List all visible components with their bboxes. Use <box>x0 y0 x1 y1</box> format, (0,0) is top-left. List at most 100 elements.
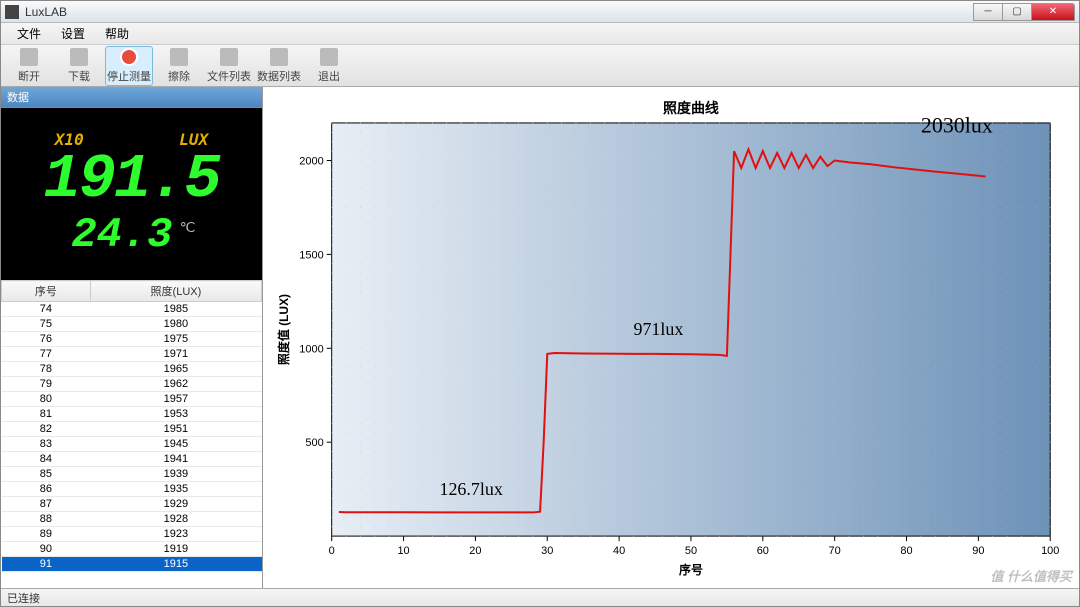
cell-index: 87 <box>2 497 91 512</box>
cell-lux: 1985 <box>90 302 261 317</box>
table-row[interactable]: 811953 <box>2 407 262 422</box>
svg-text:70: 70 <box>829 545 841 557</box>
svg-text:500: 500 <box>305 437 323 449</box>
menu-settings[interactable]: 设置 <box>51 23 95 44</box>
col-index[interactable]: 序号 <box>2 281 91 302</box>
file-list-icon <box>220 48 238 66</box>
cell-index: 77 <box>2 347 91 362</box>
cell-lux: 1953 <box>90 407 261 422</box>
cell-lux: 1935 <box>90 482 261 497</box>
table-row[interactable]: 871929 <box>2 497 262 512</box>
col-lux[interactable]: 照度(LUX) <box>90 281 261 302</box>
svg-text:30: 30 <box>541 545 553 557</box>
disconnect-button[interactable]: 断开 <box>5 46 53 86</box>
table-row[interactable]: 851939 <box>2 467 262 482</box>
cell-index: 91 <box>2 557 91 572</box>
cell-lux: 1975 <box>90 332 261 347</box>
cell-lux: 1919 <box>90 542 261 557</box>
svg-text:照度值 (LUX): 照度值 (LUX) <box>276 294 291 365</box>
lcd-lux-value: 191.5 <box>43 149 219 211</box>
menubar: 文件 设置 帮助 <box>1 23 1079 45</box>
table-row[interactable]: 821951 <box>2 422 262 437</box>
status-text: 已连接 <box>7 590 40 606</box>
cell-index: 79 <box>2 377 91 392</box>
svg-text:126.7lux: 126.7lux <box>439 479 502 499</box>
cell-lux: 1915 <box>90 557 261 572</box>
svg-text:2030lux: 2030lux <box>921 112 993 137</box>
erase-button[interactable]: 擦除 <box>155 46 203 86</box>
table-row[interactable]: 881928 <box>2 512 262 527</box>
cell-index: 83 <box>2 437 91 452</box>
close-button[interactable]: ✕ <box>1031 3 1075 21</box>
panel-header: 数据 <box>1 87 262 108</box>
exit-button[interactable]: 退出 <box>305 46 353 86</box>
toolbar: 断开 下载 停止测量 擦除 文件列表 数据列表 退出 <box>1 45 1079 87</box>
cell-lux: 1923 <box>90 527 261 542</box>
cell-lux: 1941 <box>90 452 261 467</box>
svg-text:60: 60 <box>757 545 769 557</box>
table-row[interactable]: 861935 <box>2 482 262 497</box>
svg-text:20: 20 <box>469 545 481 557</box>
table-row[interactable]: 771971 <box>2 347 262 362</box>
eraser-icon <box>170 48 188 66</box>
content-area: 数据 X10 LUX 191.5 24.3 ℃ 序号 照度(LUX) <box>1 87 1079 588</box>
minimize-button[interactable]: ─ <box>973 3 1003 21</box>
download-icon <box>70 48 88 66</box>
lcd-temp-unit: ℃ <box>180 219 196 235</box>
cell-index: 76 <box>2 332 91 347</box>
table-row[interactable]: 761975 <box>2 332 262 347</box>
titlebar[interactable]: LuxLAB ─ ▢ ✕ <box>1 1 1079 23</box>
cell-index: 90 <box>2 542 91 557</box>
table-row[interactable]: 911915 <box>2 557 262 572</box>
stop-measure-button[interactable]: 停止测量 <box>105 46 153 86</box>
table-row[interactable]: 801957 <box>2 392 262 407</box>
cell-index: 74 <box>2 302 91 317</box>
svg-text:0: 0 <box>329 545 335 557</box>
data-panel: 数据 X10 LUX 191.5 24.3 ℃ 序号 照度(LUX) <box>1 87 263 588</box>
menu-file[interactable]: 文件 <box>7 23 51 44</box>
statusbar: 已连接 <box>1 588 1079 606</box>
table-row[interactable]: 791962 <box>2 377 262 392</box>
cell-lux: 1957 <box>90 392 261 407</box>
exit-icon <box>320 48 338 66</box>
plug-icon <box>20 48 38 66</box>
cell-index: 75 <box>2 317 91 332</box>
cell-lux: 1962 <box>90 377 261 392</box>
window-controls: ─ ▢ ✕ <box>974 3 1075 21</box>
cell-lux: 1965 <box>90 362 261 377</box>
svg-text:80: 80 <box>900 545 912 557</box>
lcd-display: X10 LUX 191.5 24.3 ℃ <box>1 108 262 280</box>
table-row[interactable]: 901919 <box>2 542 262 557</box>
lifebuoy-icon <box>120 48 138 66</box>
table-row[interactable]: 741985 <box>2 302 262 317</box>
maximize-button[interactable]: ▢ <box>1002 3 1032 21</box>
cell-lux: 1928 <box>90 512 261 527</box>
app-window: LuxLAB ─ ▢ ✕ 文件 设置 帮助 断开 下载 停止测量 擦除 文件列表… <box>0 0 1080 607</box>
cell-lux: 1945 <box>90 437 261 452</box>
table-row[interactable]: 841941 <box>2 452 262 467</box>
svg-text:2000: 2000 <box>299 155 323 167</box>
download-button[interactable]: 下载 <box>55 46 103 86</box>
table-row[interactable]: 891923 <box>2 527 262 542</box>
cell-index: 84 <box>2 452 91 467</box>
svg-text:90: 90 <box>972 545 984 557</box>
cell-lux: 1980 <box>90 317 261 332</box>
menu-help[interactable]: 帮助 <box>95 23 139 44</box>
svg-text:50: 50 <box>685 545 697 557</box>
cell-index: 78 <box>2 362 91 377</box>
file-list-button[interactable]: 文件列表 <box>205 46 253 86</box>
cell-index: 82 <box>2 422 91 437</box>
cell-lux: 1971 <box>90 347 261 362</box>
svg-text:10: 10 <box>397 545 409 557</box>
data-table: 序号 照度(LUX) 74198575198076197577197178196… <box>1 280 262 572</box>
cell-index: 86 <box>2 482 91 497</box>
table-row[interactable]: 751980 <box>2 317 262 332</box>
table-row[interactable]: 781965 <box>2 362 262 377</box>
data-list-button[interactable]: 数据列表 <box>255 46 303 86</box>
table-row[interactable]: 831945 <box>2 437 262 452</box>
svg-text:971lux: 971lux <box>633 319 683 339</box>
svg-text:40: 40 <box>613 545 625 557</box>
cell-index: 89 <box>2 527 91 542</box>
data-table-scroll[interactable]: 序号 照度(LUX) 74198575198076197577197178196… <box>1 280 262 588</box>
svg-text:序号: 序号 <box>679 562 703 577</box>
